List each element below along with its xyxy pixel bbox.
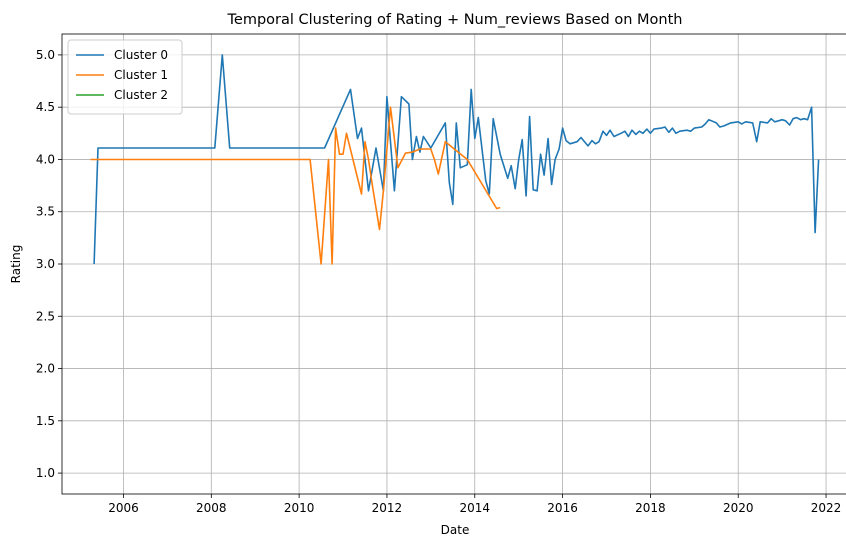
y-axis: 1.0 1.5 2.0 2.5 3.0 3.5 4.0 4.5 5.0 [36,48,62,480]
x-tick-label: 2010 [284,501,315,515]
series-layer [90,54,820,265]
x-tick-label: 2016 [547,501,578,515]
x-tick-label: 2014 [459,501,490,515]
legend: Cluster 0 Cluster 1 Cluster 2 [67,39,183,115]
x-tick-label: 2012 [372,501,403,515]
legend-label: Cluster 0 [114,48,168,62]
x-tick-label: 2008 [196,501,227,515]
y-tick-label: 2.5 [36,309,55,323]
grid [62,34,846,494]
y-tick-label: 1.0 [36,466,55,480]
y-tick-label: 4.5 [36,100,55,114]
y-axis-label: Rating [9,245,23,284]
x-tick-label: 2006 [108,501,139,515]
y-tick-label: 2.0 [36,362,55,376]
y-tick-label: 3.0 [36,257,55,271]
y-tick-label: 4.0 [36,152,55,166]
x-tick-label: 2018 [635,501,666,515]
legend-label: Cluster 1 [114,68,168,82]
y-tick-label: 5.0 [36,48,55,62]
legend-label: Cluster 2 [114,88,168,102]
y-tick-label: 1.5 [36,414,55,428]
x-tick-label: 2020 [723,501,754,515]
chart-title: Temporal Clustering of Rating + Num_revi… [227,12,683,28]
x-tick-label: 2022 [811,501,842,515]
x-axis-label: Date [441,523,470,537]
x-axis: 2006 2008 2010 2012 2014 2016 2018 2020 2022 [108,494,841,515]
series-line-cluster-1 [90,106,501,265]
y-tick-label: 3.5 [36,205,55,219]
